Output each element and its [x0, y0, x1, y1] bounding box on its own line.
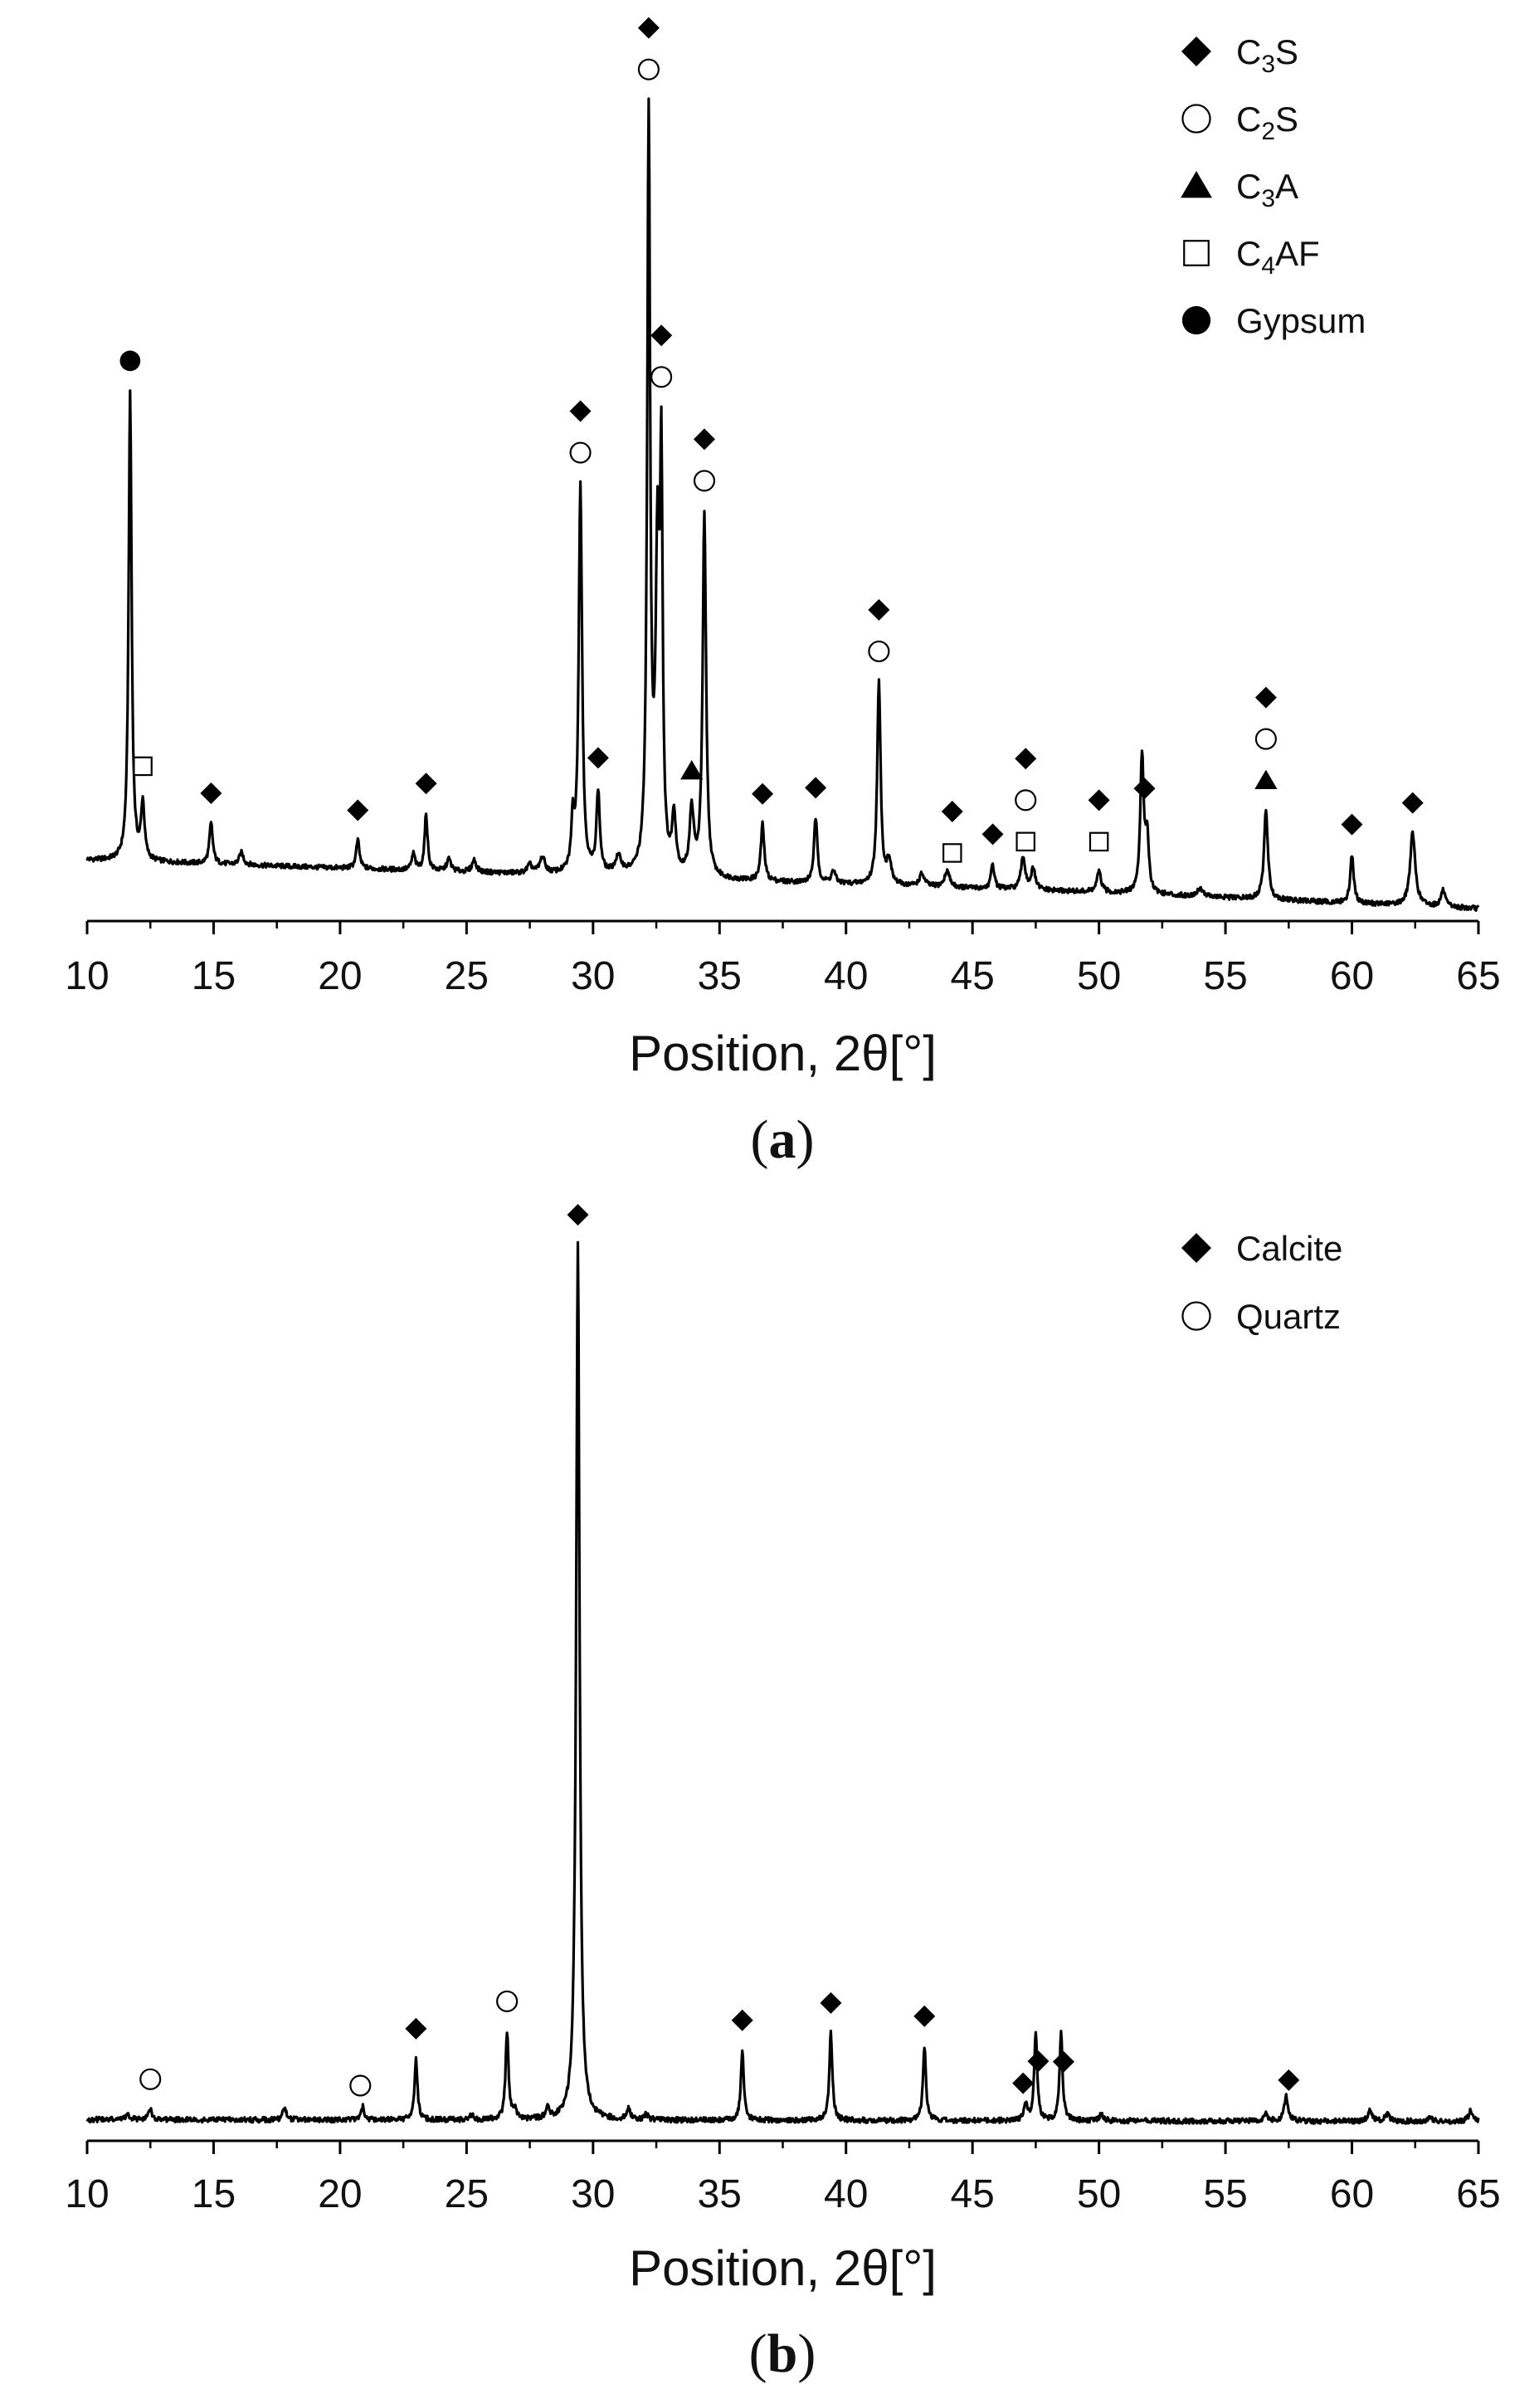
- peak-marker-diamond-filled: [200, 782, 222, 805]
- peak-marker-circle-open: [569, 441, 592, 464]
- xrd-pattern-line: [85, 97, 1480, 912]
- x-axis-title: Position, 2θ[°]: [629, 1026, 937, 1081]
- peak-marker-circle-open: [693, 470, 716, 492]
- x-tick-label: 20: [318, 954, 362, 998]
- peak-marker-diamond-filled: [347, 799, 369, 821]
- peak-marker-triangle-filled: [680, 760, 704, 780]
- x-tick-label: 30: [571, 2172, 615, 2216]
- peak-marker-diamond-filled: [1088, 789, 1110, 812]
- x-axis-title: Position, 2θ[°]: [629, 2240, 937, 2296]
- peak-marker-diamond-filled: [805, 777, 827, 799]
- peak-marker-circle-open: [349, 2074, 372, 2097]
- x-tick-label: 45: [950, 2172, 994, 2216]
- legend-marker-triangle-filled: [1181, 171, 1212, 198]
- peak-marker-square-open: [942, 843, 962, 863]
- panel-label: (b): [749, 2323, 816, 2384]
- legend-marker-square-open: [1183, 240, 1210, 266]
- x-tick-label: 15: [192, 2172, 236, 2216]
- x-tick-label: 25: [445, 954, 489, 998]
- x-tick-label: 50: [1077, 954, 1121, 998]
- x-tick-label: 10: [65, 2172, 109, 2216]
- peak-marker-diamond-filled: [637, 17, 660, 39]
- peak-marker-diamond-filled: [650, 324, 673, 347]
- x-tick-label: 60: [1330, 2172, 1374, 2216]
- legend-label: Calcite: [1236, 1229, 1342, 1268]
- x-tick-label: 55: [1203, 954, 1247, 998]
- panel-label: (a): [751, 1109, 815, 1170]
- peak-marker-diamond-filled: [820, 1991, 842, 2014]
- peak-marker-diamond-filled: [868, 598, 890, 621]
- peak-marker-diamond-filled: [1027, 2050, 1050, 2073]
- peak-marker-diamond-filled: [415, 773, 437, 795]
- peak-marker-circle-filled: [119, 350, 141, 372]
- x-tick-label: 65: [1456, 954, 1500, 998]
- legend-label: C2S: [1236, 100, 1298, 145]
- peak-marker-diamond-filled: [693, 428, 715, 451]
- x-tick-label: 15: [192, 954, 236, 998]
- legend-marker-circle-filled: [1181, 305, 1211, 335]
- chart-panel-b: 10 15 20 25 30 35 40 45 50 55 60 65 Position, 2θ[°] (…: [65, 1203, 1501, 2384]
- chart-panel-a: 10 15 20 25 30 35 40 45 50 55 60 65 Position, 2θ[°] (…: [65, 17, 1501, 1170]
- x-tick-label: 60: [1330, 954, 1374, 998]
- x-tick-label: 50: [1077, 2172, 1121, 2216]
- peak-marker-diamond-filled: [1015, 748, 1037, 770]
- legend-marker-circle-open: [1181, 104, 1211, 134]
- peak-marker-square-open: [1015, 831, 1035, 852]
- x-tick-label: 40: [824, 954, 868, 998]
- peak-marker-circle-open: [637, 58, 660, 80]
- peak-marker-diamond-filled: [731, 2009, 753, 2031]
- peak-marker-diamond-filled: [1401, 792, 1424, 814]
- peak-marker-triangle-filled: [1254, 769, 1278, 789]
- peak-marker-diamond-filled: [913, 2005, 936, 2027]
- legend-label: C3S: [1236, 32, 1298, 78]
- peak-marker-diamond-filled: [1254, 686, 1277, 709]
- peak-marker-diamond-filled: [752, 782, 774, 805]
- peak-marker-circle-open: [496, 1990, 519, 2012]
- x-tick-label: 25: [445, 2172, 489, 2216]
- peak-marker-square-open: [1089, 831, 1109, 852]
- peak-marker-circle-open: [1015, 789, 1037, 812]
- peak-marker-diamond-filled: [567, 1203, 589, 1226]
- peak-marker-circle-open: [1254, 728, 1277, 750]
- x-tick-label: 55: [1203, 2172, 1247, 2216]
- peak-marker-diamond-filled: [981, 823, 1004, 846]
- x-tick-label: 20: [318, 2172, 362, 2216]
- peak-marker-diamond-filled: [1012, 2072, 1035, 2094]
- x-tick-label: 35: [698, 2172, 742, 2216]
- x-tick-label: 45: [950, 954, 994, 998]
- peak-marker-circle-open: [868, 640, 890, 663]
- peak-marker-square-open: [133, 756, 153, 777]
- peak-marker-diamond-filled: [1341, 813, 1363, 836]
- peak-marker-diamond-filled: [1133, 777, 1156, 800]
- peak-marker-diamond-filled: [1278, 2069, 1300, 2091]
- x-tick-label: 65: [1456, 2172, 1500, 2216]
- legend-label: C3A: [1236, 167, 1298, 212]
- legend-marker-diamond-filled: [1181, 37, 1211, 66]
- peak-marker-diamond-filled: [941, 800, 963, 822]
- peak-marker-diamond-filled: [587, 747, 609, 769]
- peak-marker-diamond-filled: [569, 400, 592, 422]
- x-tick-label: 40: [824, 2172, 868, 2216]
- x-tick-label: 35: [698, 954, 742, 998]
- legend-marker-diamond-filled: [1181, 1233, 1211, 1263]
- legend-label: Quartz: [1236, 1297, 1341, 1336]
- legend-label: C4AF: [1236, 234, 1320, 280]
- legend-marker-circle-open: [1181, 1301, 1211, 1331]
- peak-marker-diamond-filled: [405, 2017, 427, 2040]
- peak-marker-circle-open: [650, 366, 673, 388]
- peak-marker-diamond-filled: [1052, 2050, 1074, 2073]
- x-tick-label: 10: [65, 954, 109, 998]
- x-tick-label: 30: [571, 954, 615, 998]
- legend-label: Gypsum: [1236, 301, 1366, 340]
- xrd-pattern-line: [85, 1241, 1480, 2125]
- peak-marker-circle-open: [139, 2068, 162, 2090]
